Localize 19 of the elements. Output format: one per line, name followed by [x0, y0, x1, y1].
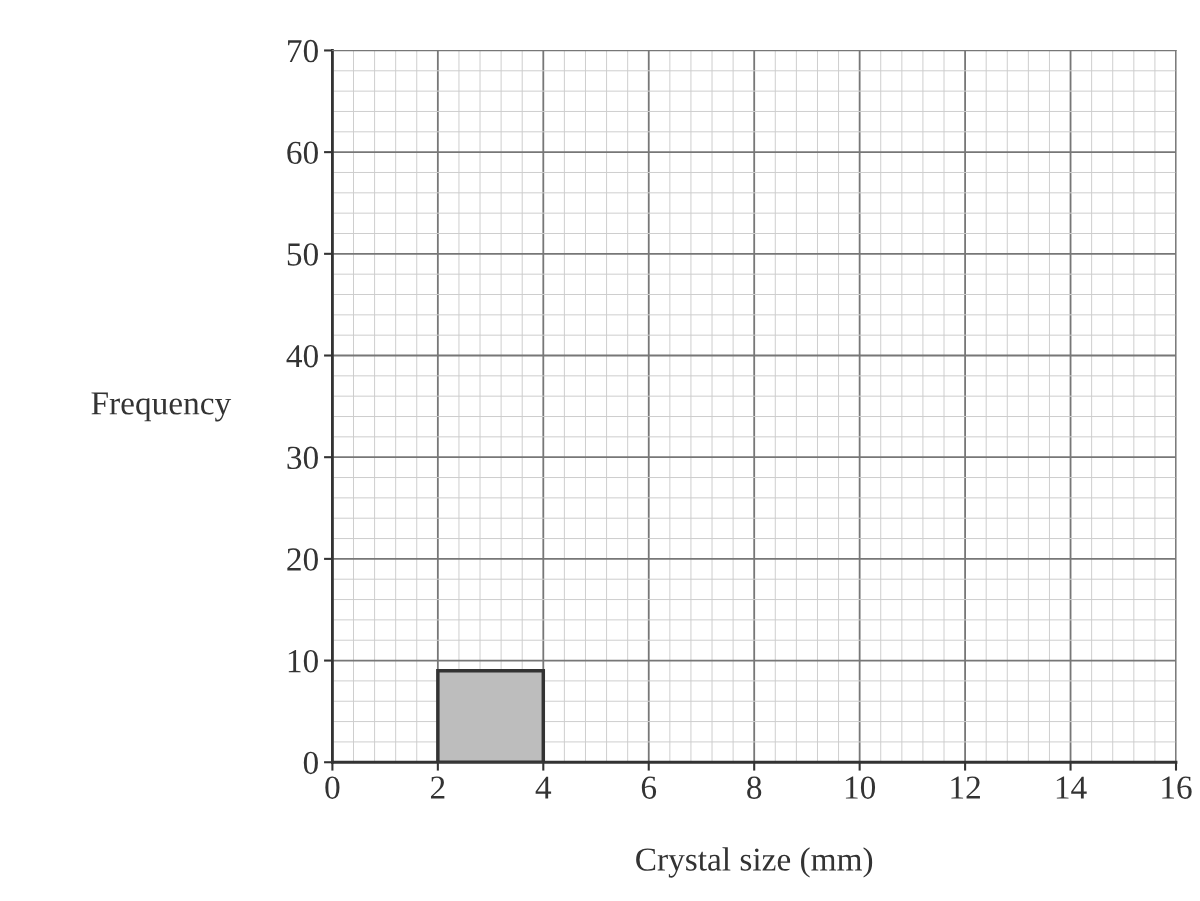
- x-tick-label: 16: [1162, 776, 1192, 799]
- y-tick-label: 40: [286, 344, 318, 368]
- y-tick-label: 30: [287, 446, 318, 470]
- x-tick-label: 6: [641, 776, 657, 799]
- x-tick-label: 12: [951, 776, 980, 799]
- y-tick-label: 10: [288, 649, 318, 673]
- y-tick-label: 20: [287, 548, 318, 571]
- y-tick-label: 0: [303, 751, 318, 775]
- x-axis-title: Crystal size (mm): [636, 847, 873, 878]
- x-tick-label: 2: [430, 776, 445, 799]
- y-tick-label: 70: [288, 39, 318, 63]
- y-tick-label: 60: [287, 141, 318, 165]
- x-tick-label: 14: [1056, 776, 1087, 799]
- x-tick-label: 10: [845, 776, 876, 799]
- x-tick-label: 4: [535, 776, 552, 799]
- y-axis-title: Frequency: [91, 392, 232, 422]
- y-tick-label: 50: [287, 243, 318, 266]
- x-tick-label: 8: [747, 776, 762, 799]
- x-tick-label: 0: [325, 776, 340, 799]
